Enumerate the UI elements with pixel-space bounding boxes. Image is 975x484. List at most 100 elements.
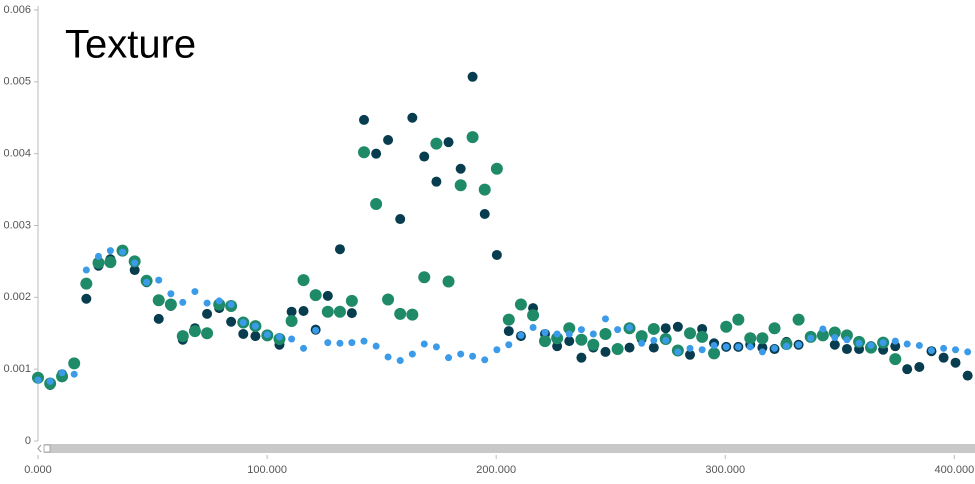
point xyxy=(202,308,213,319)
point xyxy=(215,297,223,305)
point xyxy=(587,338,600,351)
point xyxy=(309,289,322,302)
point xyxy=(538,335,551,348)
point xyxy=(203,299,211,307)
point xyxy=(599,327,612,340)
point xyxy=(70,370,78,378)
point xyxy=(479,209,490,220)
point xyxy=(514,298,527,311)
point xyxy=(395,214,406,225)
point xyxy=(952,346,960,354)
point xyxy=(82,266,90,274)
scrollbar[interactable] xyxy=(44,444,975,453)
point xyxy=(734,343,742,351)
point xyxy=(104,256,117,269)
point xyxy=(263,331,271,339)
point xyxy=(890,341,901,352)
point xyxy=(143,278,151,286)
point xyxy=(191,288,199,296)
point xyxy=(708,347,721,360)
point xyxy=(867,341,875,349)
point xyxy=(684,327,697,340)
point xyxy=(696,330,709,343)
point xyxy=(672,321,683,332)
point xyxy=(188,325,201,338)
point xyxy=(915,341,923,349)
scroll-arrow[interactable] xyxy=(37,444,42,453)
y-tick-label: 0.001 xyxy=(3,363,31,375)
point xyxy=(576,352,587,363)
point xyxy=(517,331,525,339)
point xyxy=(478,183,491,196)
point xyxy=(648,342,659,353)
point xyxy=(626,324,634,332)
point xyxy=(80,277,93,290)
y-tick-label: 0.002 xyxy=(3,291,31,303)
point xyxy=(298,305,309,316)
point xyxy=(286,306,297,317)
point xyxy=(758,348,766,356)
point xyxy=(431,176,442,187)
point xyxy=(889,353,902,366)
point xyxy=(408,350,416,358)
y-tick-label: 0 xyxy=(25,435,31,447)
x-tick-label: 100.000 xyxy=(247,464,287,476)
point xyxy=(647,322,660,335)
point xyxy=(575,333,588,346)
point xyxy=(251,322,259,330)
point xyxy=(333,305,346,318)
point xyxy=(250,331,261,342)
point xyxy=(950,357,961,368)
point xyxy=(418,271,431,284)
chart-title: Texture xyxy=(65,23,196,67)
point xyxy=(324,339,332,347)
point xyxy=(167,290,175,298)
point xyxy=(430,137,443,150)
point xyxy=(34,376,42,384)
point xyxy=(370,197,383,210)
point xyxy=(419,151,430,162)
point xyxy=(407,112,418,123)
point xyxy=(891,337,899,345)
point xyxy=(746,343,754,351)
y-tick-label: 0.006 xyxy=(3,4,31,16)
point xyxy=(624,342,635,353)
point xyxy=(467,71,478,82)
point xyxy=(275,333,283,341)
point xyxy=(902,364,913,375)
point xyxy=(239,318,247,326)
point xyxy=(469,352,477,360)
point xyxy=(432,343,440,351)
point xyxy=(816,329,829,342)
point xyxy=(662,336,670,344)
point xyxy=(685,349,696,360)
scrollbar-thumb[interactable] xyxy=(43,444,51,453)
point xyxy=(563,322,576,335)
point xyxy=(828,326,841,339)
point xyxy=(131,259,139,267)
point xyxy=(152,294,165,307)
point xyxy=(106,247,114,255)
point xyxy=(321,305,334,318)
point xyxy=(201,327,214,340)
point xyxy=(732,313,745,326)
point xyxy=(782,342,790,350)
point xyxy=(68,357,81,370)
point xyxy=(927,346,935,354)
point xyxy=(322,290,333,301)
point xyxy=(359,114,370,125)
point xyxy=(490,162,503,175)
point xyxy=(455,163,466,174)
point xyxy=(297,274,310,287)
point xyxy=(962,370,973,381)
point xyxy=(346,308,357,319)
point xyxy=(334,244,345,255)
point xyxy=(238,328,249,339)
point xyxy=(611,343,624,356)
point xyxy=(829,339,840,350)
point xyxy=(383,135,394,146)
point xyxy=(396,357,404,365)
point xyxy=(81,293,92,304)
point xyxy=(564,336,575,347)
